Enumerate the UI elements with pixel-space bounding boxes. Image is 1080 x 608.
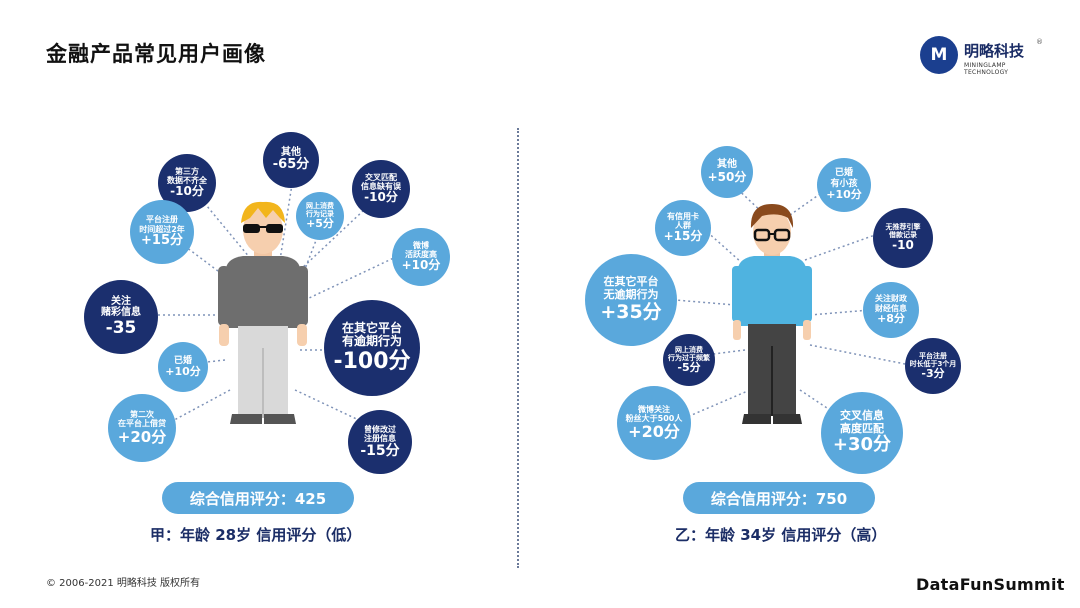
bubble-a-11: 曾修改过 注册信息 -15分 xyxy=(348,410,412,474)
logo-english-name: MININGLAMP TECHNOLOGY xyxy=(964,62,1009,76)
event-brand: DataFunSummit xyxy=(916,575,1065,594)
bubble-b-5: 在其它平台 无逾期行为 +35分 xyxy=(585,254,677,346)
logo-mark-icon: M xyxy=(920,36,958,74)
persona-b-panel: 其他 +50分 已婚 有小孩 +10分 有信用卡 人群 +15分 无推荐引擎 借款记录… xyxy=(585,120,1025,560)
bubble-label: 平台注册 时长低于3个月 xyxy=(909,351,957,368)
bubble-label: 其他 xyxy=(717,159,737,171)
bubble-b-3: 有信用卡 人群 +15分 xyxy=(655,200,711,256)
bubble-value: +10分 xyxy=(401,258,441,273)
logo-registered-mark: ® xyxy=(1036,38,1043,46)
bubble-b-8: 平台注册 时长低于3个月 -3分 xyxy=(905,338,961,394)
bubble-label: 交叉信息 高度匹配 xyxy=(840,409,884,435)
bubble-b-2: 已婚 有小孩 +10分 xyxy=(817,158,871,212)
bubble-a-9: 已婚 +10分 xyxy=(158,342,208,392)
bubble-value: -3分 xyxy=(921,366,945,380)
bubble-value: -10 xyxy=(892,238,914,253)
persona-b-avatar-icon xyxy=(732,204,812,424)
bubble-value: +8分 xyxy=(877,311,905,325)
bubble-label: 第二次 在平台上借贷 xyxy=(118,410,166,429)
bubble-value: -100分 xyxy=(333,349,411,375)
bubble-label: 微博关注 粉丝大于500人 xyxy=(625,404,683,423)
bubble-b-1: 其他 +50分 xyxy=(701,146,753,198)
bubble-a-8: 在其它平台 有逾期行为 -100分 xyxy=(324,300,420,396)
bubble-b-10: 交叉信息 高度匹配 +30分 xyxy=(821,392,903,474)
bubble-label: 第三方 数据不齐全 xyxy=(167,166,207,186)
bubble-value: +10分 xyxy=(826,188,862,202)
bubble-value: +10分 xyxy=(165,364,201,378)
bubble-label: 微博 活跃度高 xyxy=(405,240,437,260)
bubble-a-5: 平台注册 时间超过2年 +15分 xyxy=(130,200,194,264)
bubble-value: -5分 xyxy=(677,360,701,374)
persona-a-score: 综合信用评分：425 xyxy=(162,482,354,514)
bubble-label: 关注财政 财经信息 xyxy=(875,294,907,313)
bubble-label: 交叉匹配 信息缺有误 xyxy=(361,172,401,192)
bubble-b-9: 微博关注 粉丝大于500人 +20分 xyxy=(617,386,691,460)
panel-divider xyxy=(517,128,519,568)
bubble-label: 其他 xyxy=(281,146,301,158)
logo-name: 明略科技 xyxy=(964,42,1025,60)
bubble-value: -35 xyxy=(105,317,137,338)
bubble-label: 在其它平台 无逾期行为 xyxy=(603,275,659,302)
bubble-value: +20分 xyxy=(628,421,680,441)
bubble-value: +5分 xyxy=(306,216,334,230)
bubble-a-2: 其他 -65分 xyxy=(263,132,319,188)
persona-a-avatar-icon xyxy=(218,201,308,424)
bubble-value: +30分 xyxy=(832,434,892,456)
bubble-a-3: 交叉匹配 信息缺有误 -10分 xyxy=(352,160,410,218)
copyright: © 2006-2021 明略科技 版权所有 xyxy=(46,578,201,589)
bubble-label: 在其它平台 有逾期行为 xyxy=(341,320,402,349)
bubble-a-4: 网上消费 行为记录 +5分 xyxy=(296,192,344,240)
bubble-value: -65分 xyxy=(272,157,310,173)
bubble-label: 网上消费 行为过于频繁 xyxy=(668,345,710,362)
persona-a-panel: 第三方 数据不齐全 -10分 其他 -65分 交叉匹配 信息缺有误 -10分 网上消… xyxy=(80,120,520,560)
bubble-label: 已婚 有小孩 xyxy=(830,168,858,189)
bubble-value: -15分 xyxy=(360,443,400,460)
bubble-label: 网上消费 行为记录 xyxy=(306,201,334,218)
bubble-label: 曾修改过 注册信息 xyxy=(364,424,396,443)
bubble-label: 无推荐引擎 借款记录 xyxy=(885,223,921,240)
bubble-a-10: 第二次 在平台上借贷 +20分 xyxy=(108,394,176,462)
bubble-b-7: 网上消费 行为过于频繁 -5分 xyxy=(663,334,715,386)
bubble-b-6: 关注财政 财经信息 +8分 xyxy=(863,282,919,338)
company-logo: M 明略科技 ® MININGLAMP TECHNOLOGY xyxy=(920,36,1050,76)
bubble-value: -10分 xyxy=(364,190,398,205)
bubble-value: +20分 xyxy=(117,427,167,446)
bubble-label: 有信用卡 人群 xyxy=(667,211,699,231)
bubble-value: +50分 xyxy=(707,169,747,184)
bubble-a-6: 微博 活跃度高 +10分 xyxy=(392,228,450,286)
bubble-b-4: 无推荐引擎 借款记录 -10 xyxy=(873,208,933,268)
persona-a-summary: 甲：年龄 28岁 信用评分（低） xyxy=(150,526,362,544)
bubble-label: 平台注册 时间超过2年 xyxy=(139,215,185,234)
persona-b-score: 综合信用评分：750 xyxy=(683,482,875,514)
bubble-value: +15分 xyxy=(663,229,703,244)
persona-b-summary: 乙：年龄 34岁 信用评分（高） xyxy=(675,526,887,544)
bubble-value: +15分 xyxy=(141,232,183,248)
bubble-label: 已婚 xyxy=(173,355,192,366)
bubble-value: +35分 xyxy=(600,300,662,323)
bubble-label: 关注 赌彩信息 xyxy=(101,295,141,319)
bubble-value: -10分 xyxy=(170,184,204,199)
slide-title: 金融产品常见用户画像 xyxy=(46,42,266,66)
bubble-a-7: 关注 赌彩信息 -35 xyxy=(84,280,158,354)
